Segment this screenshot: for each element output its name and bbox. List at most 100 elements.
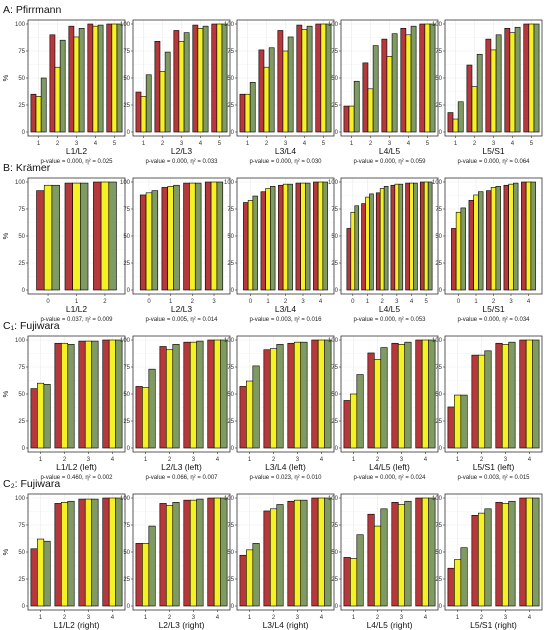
bar-series3-cat2	[172, 502, 180, 607]
panel-B-1: 0 25 50 75 100 0 1 2 L1/L2 p-value = 0.037, η² = …	[15, 177, 126, 323]
bar-series1-cat0	[139, 194, 147, 291]
bar-series2-cat2	[379, 188, 385, 291]
x-tick-label: 5	[322, 141, 326, 147]
x-tick-label: 3	[388, 141, 392, 147]
bar-series2-cat3	[189, 499, 198, 607]
x-tick-label: 1	[352, 615, 356, 621]
bar-series3-cat3	[78, 28, 85, 133]
bar-series3-cat4	[115, 497, 123, 607]
bar-series1-cat1	[468, 200, 474, 291]
bar-series1-cat2	[258, 49, 265, 133]
bar-series1-cat4	[519, 497, 527, 607]
bar-series1-cat4	[519, 339, 527, 449]
x-tick-label: 3	[301, 299, 305, 305]
bar-series1-cat2	[54, 342, 62, 449]
bar-series2-cat4	[409, 182, 414, 291]
bar-series2-cat2	[269, 348, 278, 449]
panel-caption: p-value = 0.000, η² = 0.033	[145, 159, 218, 165]
bar-series1-cat5	[419, 181, 425, 291]
bar-series1-cat3	[78, 498, 86, 607]
x-tick-label: 1	[75, 299, 79, 305]
bar-series1-cat1	[343, 105, 350, 133]
y-tick-label: 50	[331, 392, 338, 398]
y-tick-label: 100	[120, 338, 131, 344]
bar-series2-cat3	[293, 499, 302, 607]
bar-series1-cat1	[30, 388, 38, 449]
x-tick-label: 3	[192, 457, 196, 463]
x-tick-label: 1	[456, 615, 460, 621]
bar-series2-cat4	[421, 339, 429, 449]
panel-x-label: L2/L3 (left)	[161, 462, 202, 472]
panel-x-label: L3/L4	[275, 146, 297, 156]
y-tick-label: 50	[227, 392, 234, 398]
y-tick-label: 75	[435, 523, 442, 529]
y-tick-label: 100	[328, 496, 339, 502]
bar-series2-cat1	[142, 543, 150, 607]
y-tick-label: 25	[331, 261, 338, 267]
bar-series3-cat3	[391, 33, 398, 133]
panel-x-label: L5/S1 (right)	[470, 620, 517, 630]
x-tick-label: 3	[492, 141, 496, 147]
bar-series1-cat2	[263, 510, 271, 607]
bar-series3-cat5	[325, 23, 332, 133]
x-tick-label: 1	[266, 299, 270, 305]
x-tick-label: 2	[480, 615, 484, 621]
x-tick-label: 2	[492, 299, 496, 305]
bar-series1-cat4	[102, 339, 110, 449]
bar-series3-cat2	[67, 500, 75, 607]
bar-series1-cat1	[161, 187, 169, 291]
bar-series3-cat1	[457, 101, 464, 133]
panel-caption: p-value = 0.003, η² = 0.015	[457, 475, 530, 481]
bar-series2-cat2	[373, 525, 382, 607]
bar-series2-cat3	[490, 49, 497, 133]
bar-series2-cat1	[37, 382, 45, 449]
x-tick-label: 1	[169, 299, 173, 305]
bar-series2-cat0	[350, 211, 356, 291]
panel-C1-1: 0 25 50 75 100 1 2 3 4 L1/L2 (left) p-value = 0.46…	[15, 335, 126, 481]
y-tick-label: 100	[120, 496, 131, 502]
bar-series3-cat4	[532, 497, 540, 607]
bar-series3-cat1	[460, 547, 468, 607]
x-tick-label: 5	[425, 299, 429, 305]
x-tick-label: 2	[103, 299, 107, 305]
x-tick-label: 2	[376, 615, 380, 621]
panel-C1-3: 0 25 50 75 100 1 2 3 4 L3/L4 (left) p-value = 0.02…	[224, 335, 335, 481]
bar-series3-cat3	[300, 499, 308, 607]
y-tick-label: 25	[123, 419, 130, 425]
y-tick-label: 0	[127, 130, 131, 136]
y-tick-label: 50	[331, 550, 338, 556]
bar-series1-cat4	[313, 181, 319, 291]
x-tick-label: 4	[528, 615, 532, 621]
x-tick-label: 3	[192, 615, 196, 621]
bar-series2-cat2	[269, 508, 278, 607]
y-tick-label: 75	[123, 523, 130, 529]
bar-series1-cat1	[447, 567, 455, 607]
x-tick-label: 4	[320, 615, 324, 621]
panel-caption: p-value = 0.000, η² = 0.059	[353, 159, 426, 165]
panel-x-label: L4/L5 (left)	[369, 462, 410, 472]
bar-series2-cat4	[92, 25, 99, 133]
panel-caption: p-value = 0.000, η² = 0.064	[457, 159, 530, 165]
y-tick-label: 50	[435, 392, 442, 398]
panel-x-label: L5/S1	[482, 146, 504, 156]
y-tick-label: 25	[227, 419, 234, 425]
panel-B-3: 0 25 50 75 100 0 1 2 3 4 L3/L4 p-value = 0.003, η² …	[224, 177, 335, 323]
bar-series3-cat0	[354, 205, 360, 291]
bar-series1-cat2	[362, 62, 369, 133]
bar-series2-cat2	[189, 182, 196, 291]
x-tick-label: 4	[410, 299, 414, 305]
x-tick-label: 1	[352, 457, 356, 463]
y-tick-label: 0	[127, 288, 131, 294]
bar-series2-cat1	[72, 182, 81, 291]
y-tick-label: 25	[18, 103, 25, 109]
y-tick-label: 75	[227, 49, 234, 55]
bar-series3-cat5	[533, 23, 540, 133]
y-tick-label: 75	[18, 365, 25, 371]
y-tick-label: 75	[227, 207, 234, 213]
bar-series1-cat3	[495, 502, 503, 607]
bar-series3-cat4	[202, 25, 209, 133]
bar-series2-cat2	[263, 66, 270, 133]
bar-series2-cat2	[100, 181, 110, 291]
bar-series3-cat4	[324, 339, 332, 449]
